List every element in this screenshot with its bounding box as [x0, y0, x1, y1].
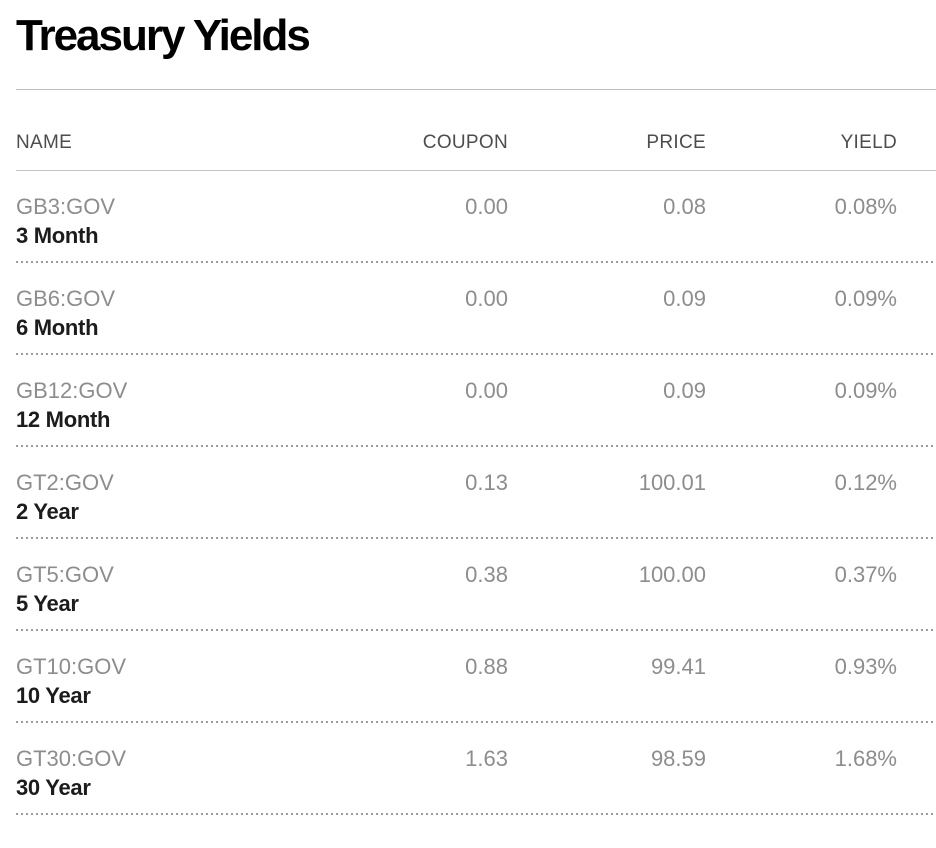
column-header-coupon: COUPON: [422, 132, 508, 154]
name-cell: GT5:GOV 5 Year: [16, 561, 357, 619]
coupon-cell: 0.13: [465, 470, 508, 496]
price-cell: 0.08: [663, 194, 706, 220]
table-row[interactable]: GT10:GOV 10 Year 0.88 99.41 0.93%: [16, 631, 936, 724]
security-term: 10 Year: [16, 683, 91, 709]
security-term: 5 Year: [16, 591, 79, 617]
price-cell: 0.09: [663, 378, 706, 404]
yield-cell: 0.12%: [834, 470, 897, 496]
page-title: Treasury Yields: [16, 11, 311, 60]
price-cell: 100.01: [638, 470, 706, 496]
table-row[interactable]: GT30:GOV 30 Year 1.63 98.59 1.68%: [16, 723, 936, 816]
security-ticker: GB6:GOV: [16, 286, 116, 312]
price-cell: 99.41: [650, 654, 706, 680]
column-header-yield: YIELD: [840, 132, 897, 154]
coupon-cell: 0.00: [465, 378, 508, 404]
security-term: 12 Month: [16, 407, 111, 433]
name-cell: GT30:GOV 30 Year: [16, 745, 357, 803]
price-cell: 98.59: [650, 746, 706, 772]
security-ticker: GT2:GOV: [16, 470, 114, 496]
table-body: GB3:GOV 3 Month 0.00 0.08 0.08% GB6:GOV …: [16, 171, 936, 816]
name-cell: GB3:GOV 3 Month: [16, 193, 357, 251]
table-row[interactable]: GT2:GOV 2 Year 0.13 100.01 0.12%: [16, 447, 936, 540]
table-header-row: NAME COUPON PRICE YIELD: [16, 90, 936, 172]
security-term: 30 Year: [16, 775, 91, 801]
security-ticker: GT10:GOV: [16, 654, 127, 680]
price-cell: 100.00: [638, 562, 706, 588]
security-ticker: GB3:GOV: [16, 194, 116, 220]
table-row[interactable]: GT5:GOV 5 Year 0.38 100.00 0.37%: [16, 539, 936, 632]
coupon-cell: 0.00: [465, 286, 508, 312]
table-row[interactable]: GB12:GOV 12 Month 0.00 0.09 0.09%: [16, 355, 936, 448]
name-cell: GB12:GOV 12 Month: [16, 377, 357, 435]
table-row[interactable]: GB3:GOV 3 Month 0.00 0.08 0.08%: [16, 171, 936, 264]
coupon-cell: 1.63: [465, 746, 508, 772]
security-ticker: GT5:GOV: [16, 562, 114, 588]
security-term: 3 Month: [16, 223, 99, 249]
yield-cell: 0.37%: [834, 562, 897, 588]
name-cell: GT2:GOV 2 Year: [16, 469, 357, 527]
title-divider: [16, 88, 936, 91]
yield-cell: 1.68%: [834, 746, 897, 772]
name-cell: GB6:GOV 6 Month: [16, 285, 357, 343]
column-header-name: NAME: [16, 132, 73, 154]
security-ticker: GB12:GOV: [16, 378, 128, 404]
treasury-yields-page: Treasury Yields NAME COUPON PRICE YIELD …: [16, 11, 936, 816]
column-header-price: PRICE: [646, 132, 706, 154]
yield-cell: 0.93%: [834, 654, 897, 680]
table-row[interactable]: GB6:GOV 6 Month 0.00 0.09 0.09%: [16, 263, 936, 356]
yields-table: NAME COUPON PRICE YIELD GB3:GOV 3 Month …: [16, 90, 936, 816]
security-term: 6 Month: [16, 315, 99, 341]
coupon-cell: 0.88: [465, 654, 508, 680]
yield-cell: 0.09%: [834, 286, 897, 312]
security-ticker: GT30:GOV: [16, 746, 127, 772]
security-term: 2 Year: [16, 499, 79, 525]
coupon-cell: 0.00: [465, 194, 508, 220]
yield-cell: 0.08%: [834, 194, 897, 220]
name-cell: GT10:GOV 10 Year: [16, 653, 357, 711]
price-cell: 0.09: [663, 286, 706, 312]
coupon-cell: 0.38: [465, 562, 508, 588]
yield-cell: 0.09%: [834, 378, 897, 404]
